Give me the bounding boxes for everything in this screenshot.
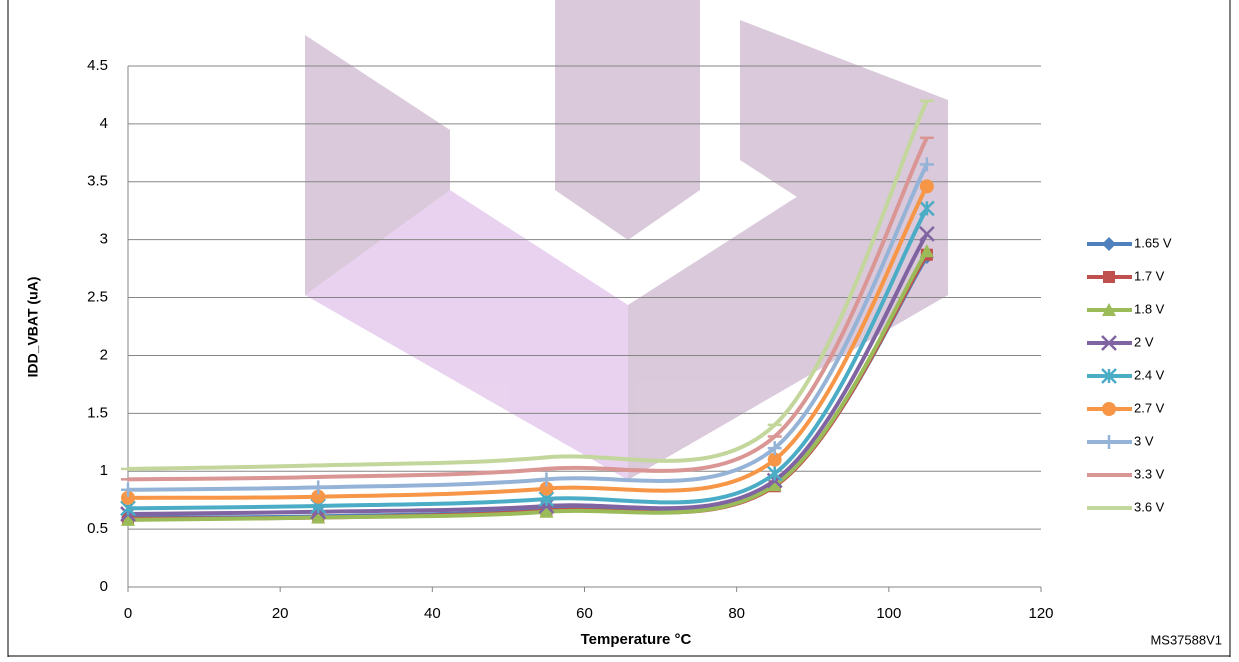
series [121,99,934,471]
marker [1102,435,1116,449]
legend-item: 3.3 V [1087,466,1165,481]
marker [919,157,934,172]
marker [311,489,326,504]
figure-id: MS37588V1 [1150,632,1222,647]
line [127,136,929,482]
y-tick-label: 1 [100,462,108,479]
marker [767,478,782,492]
marker [1103,271,1115,283]
legend-item: 1.8 V [1087,301,1165,316]
legend-item: 2.4 V [1087,367,1165,384]
marker [1101,368,1117,384]
y-tick-label: 4 [100,115,108,132]
legend-label: 2 V [1134,334,1154,349]
watermark [305,0,948,480]
line [127,207,929,511]
marker [311,510,326,524]
line [127,99,929,471]
marker [1102,237,1116,251]
marker [766,465,783,482]
series [121,157,934,497]
x-tick-label: 100 [876,605,901,622]
legend-item: 3 V [1087,433,1154,449]
x-tick-label: 60 [576,605,593,622]
legend-item: 2 V [1087,334,1154,351]
x-tick-label: 0 [124,605,132,622]
series [121,244,934,526]
y-tick-label: 4.5 [87,57,108,74]
marker [918,225,935,242]
legend-item: 2.7 V [1087,400,1165,416]
marker [1102,303,1116,316]
legend-label: 1.65 V [1134,235,1172,250]
marker [121,482,135,497]
y-tick-label: 1.5 [87,404,108,421]
marker [121,512,135,526]
legend-item: 3.6 V [1087,499,1165,514]
legend-label: 1.7 V [1134,268,1165,283]
y-tick-label: 2 [100,346,108,363]
x-tick-label: 80 [728,605,745,622]
line [127,250,929,522]
y-tick-label: 0 [100,578,108,595]
x-tick-label: 120 [1028,605,1053,622]
legend-label: 3.6 V [1134,499,1165,514]
series [121,179,934,505]
y-tick-label: 0.5 [87,520,108,537]
marker [919,179,934,194]
line [127,163,929,492]
marker [539,472,554,487]
legend-label: 2.4 V [1134,367,1165,382]
legend-item: 1.7 V [1087,268,1165,283]
marker [311,480,326,495]
marker [1102,402,1116,416]
marker [539,504,554,518]
series [121,136,934,482]
marker [539,481,554,496]
y-axis-title: IDD_VBAT (uA) [25,277,41,378]
y-tick-label: 3 [100,231,108,248]
marker [919,244,934,258]
y-tick-label: 3.5 [87,173,108,190]
x-tick-label: 20 [272,605,289,622]
line [127,232,929,517]
legend-label: 3 V [1134,433,1154,448]
marker [767,452,782,467]
x-tick-label: 40 [424,605,441,622]
line [127,185,929,500]
marker [121,490,135,505]
legend-label: 1.8 V [1134,301,1165,316]
legend-label: 2.7 V [1134,400,1165,415]
legend-label: 3.3 V [1134,466,1165,481]
marker [767,441,782,456]
y-tick-label: 2.5 [87,289,108,306]
legend-item: 1.65 V [1087,235,1172,251]
marker [1101,335,1117,351]
x-axis-title: Temperature °C [581,631,692,648]
marker [918,200,935,217]
